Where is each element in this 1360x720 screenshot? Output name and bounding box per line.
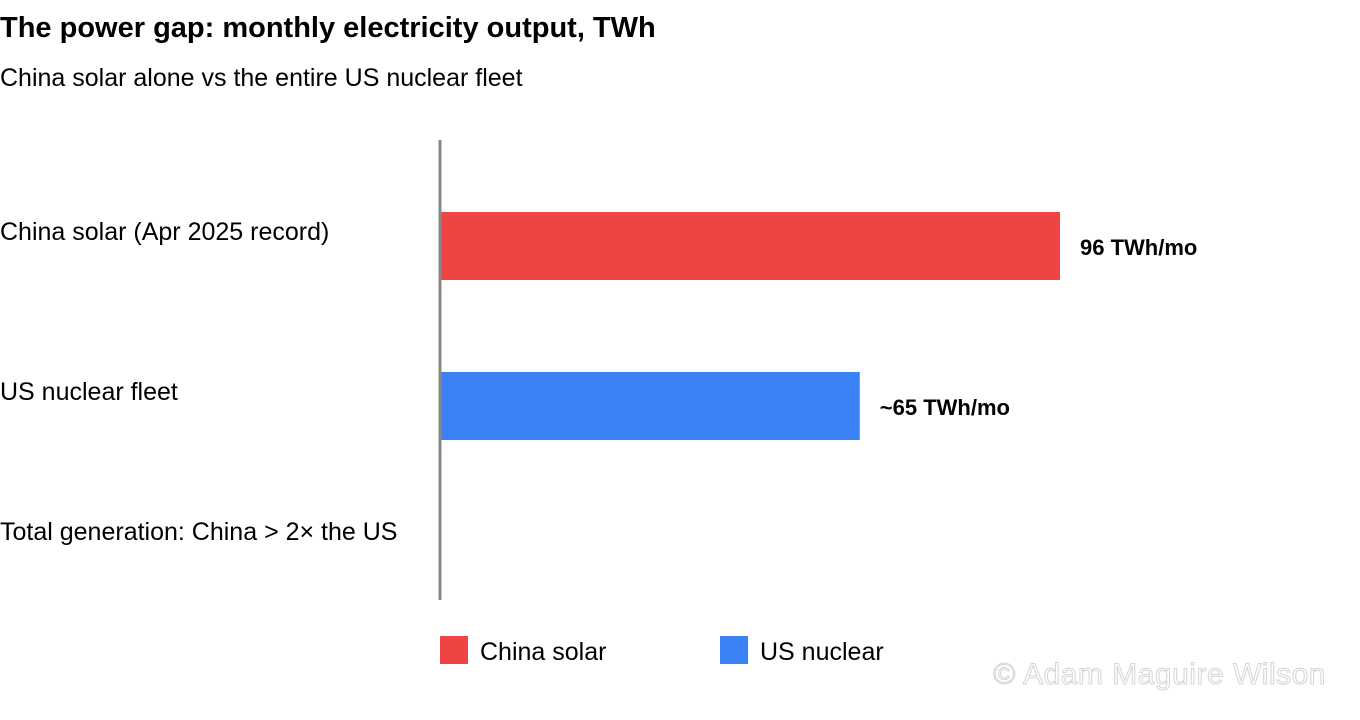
legend-label: China solar	[480, 638, 606, 666]
category-label: US nuclear fleet	[0, 378, 178, 406]
category-label: China solar (Apr 2025 record)	[0, 218, 329, 246]
chart-subtitle: China solar alone vs the entire US nucle…	[0, 64, 523, 92]
legend: China solar US nuclear	[440, 636, 884, 666]
legend-label: US nuclear	[760, 638, 884, 666]
chart-title: The power gap: monthly electricity outpu…	[0, 12, 656, 44]
category-label-group: China solar (Apr 2025 record) US nuclear …	[0, 218, 398, 546]
bar	[440, 212, 1060, 280]
data-label: ~65 TWh/mo	[880, 395, 1010, 420]
legend-swatch	[720, 636, 748, 664]
bar-group	[440, 212, 1060, 440]
bar	[440, 372, 860, 440]
data-label: 96 TWh/mo	[1080, 235, 1197, 260]
data-label-group: 96 TWh/mo ~65 TWh/mo	[880, 235, 1198, 420]
watermark: © Adam Maguire Wilson	[993, 658, 1326, 692]
legend-swatch	[440, 636, 468, 664]
category-label: Total generation: China > 2× the US	[0, 518, 398, 546]
